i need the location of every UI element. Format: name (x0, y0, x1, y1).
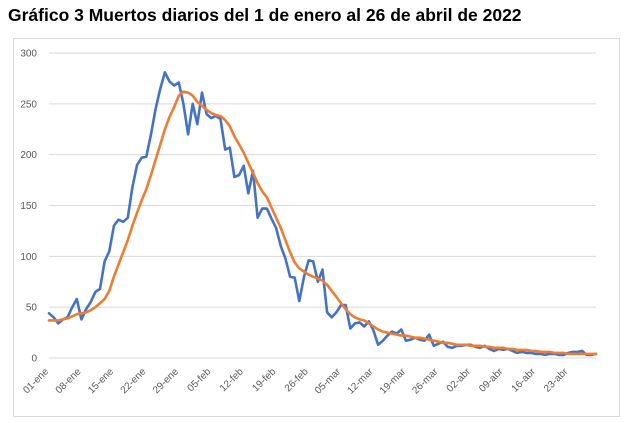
x-tick-label: 05-mar (313, 366, 344, 397)
x-tick-label: 26-feb (283, 366, 311, 394)
series-lines (47, 70, 598, 357)
y-tick-label: 150 (20, 201, 37, 212)
x-tick-label: 09-abr (477, 366, 506, 395)
grid-lines (49, 52, 596, 359)
y-tick-label: 50 (26, 303, 38, 314)
y-tick-label: 300 (20, 49, 37, 60)
x-tick-label: 26-mar (410, 366, 441, 397)
x-tick-label: 12-feb (218, 366, 246, 394)
y-tick-label: 100 (20, 252, 37, 263)
y-tick-label: 200 (20, 150, 37, 161)
x-tick-label: 23-abr (542, 366, 571, 395)
chart-area: 0 50 100 150 200 250 300 01-ene 08-ene 15-ene 22-… (13, 38, 620, 417)
x-tick-label: 19-mar (378, 366, 409, 397)
x-tick-label: 08-ene (54, 366, 84, 396)
x-tick-label: 05-feb (186, 366, 214, 394)
y-tick-label: 0 (31, 354, 37, 365)
x-tick-label: 15-ene (86, 366, 116, 396)
x-tick-label: 12-mar (345, 366, 376, 397)
x-tick-label: 01-ene (21, 366, 51, 396)
x-axis-ticks: 01-ene 08-ene 15-ene 22-ene 29-ene 05-feb 12-f… (21, 366, 570, 397)
x-tick-label: 02-abr (445, 366, 474, 395)
y-axis-ticks: 0 50 100 150 200 250 300 (20, 49, 37, 365)
x-tick-label: 29-ene (151, 366, 181, 396)
series-line-daily (47, 70, 598, 357)
line-chart: 0 50 100 150 200 250 300 01-ene 08-ene 15-ene 22-… (20, 49, 598, 397)
series-line-average (47, 90, 598, 356)
x-tick-label: 22-ene (119, 366, 149, 396)
x-tick-label: 19-feb (250, 366, 278, 394)
y-tick-label: 250 (20, 99, 37, 110)
chart-title: Gráfico 3 Muertos diarios del 1 de enero… (8, 5, 522, 25)
x-tick-label: 16-abr (510, 366, 539, 395)
